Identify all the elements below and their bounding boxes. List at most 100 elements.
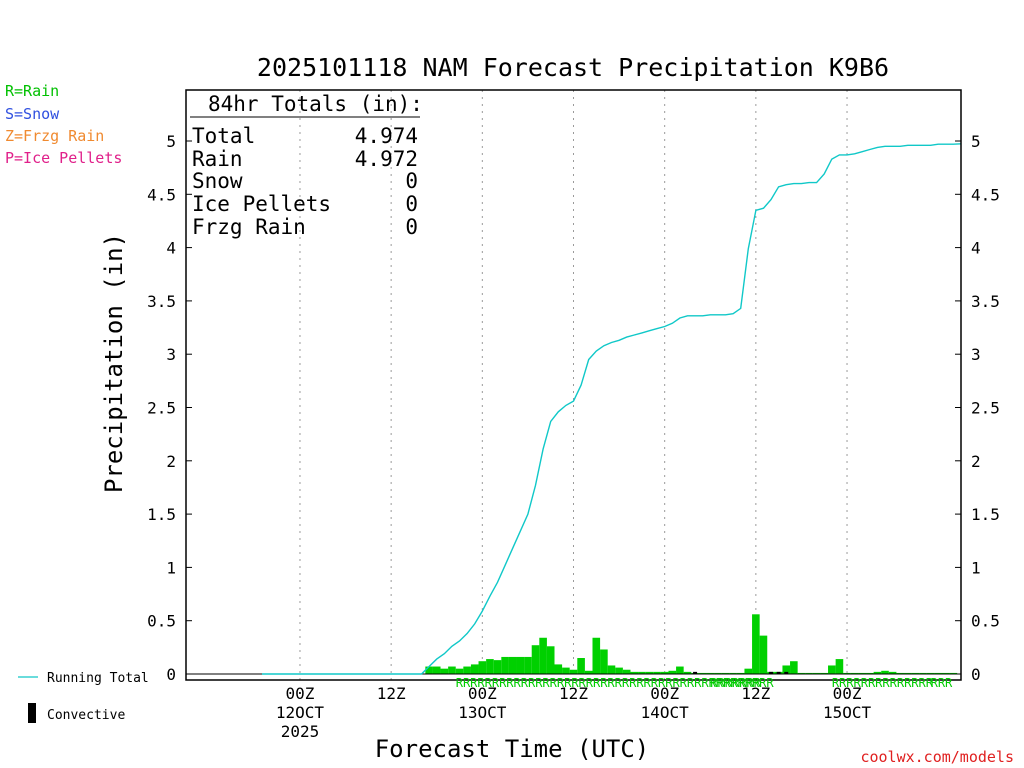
totals-total-label: Total (192, 124, 255, 148)
precip-bar (926, 672, 935, 674)
x-tick-label: 15OCT (823, 703, 872, 722)
precip-bar (600, 649, 608, 674)
credit-link[interactable]: coolwx.com/models (860, 748, 1014, 766)
precip-bar (584, 670, 593, 674)
convective-legend-label: Convective (47, 708, 125, 723)
y-tick-label-left: 2 (166, 452, 176, 471)
precip-bar (562, 667, 570, 674)
y-tick-label-right: 1 (971, 558, 981, 577)
x-tick-label: 12Z (559, 684, 588, 703)
precip-bar (676, 666, 684, 674)
convective-bar (693, 671, 698, 674)
precip-bar (486, 659, 494, 674)
precip-bar (934, 672, 943, 674)
plot-frame (185, 89, 962, 681)
precip-bar (866, 672, 874, 674)
y-tick-label-right: 1.5 (971, 505, 1000, 524)
ptype-rain-marks: RRRRRRRRRRRRRRRRRRRRRRRRRRRRRRRRRRRRRRRR… (456, 676, 775, 690)
precip-bar (858, 672, 867, 674)
precip-bar (516, 656, 525, 674)
convective-bar (784, 671, 789, 674)
totals-ice-pellets-label: Ice Pellets (192, 192, 331, 216)
precip-bar (949, 672, 958, 674)
precip-bar (790, 661, 798, 674)
precip-bar (531, 645, 540, 674)
precip-bar (493, 660, 502, 674)
running-total-line (262, 143, 962, 675)
precip-bar (873, 671, 882, 674)
chart-title: 2025101118 NAM Forecast Precipitation K9… (257, 53, 889, 82)
y-tick-label-left: 3.5 (147, 292, 176, 311)
precip-bar (524, 656, 532, 674)
precip-bar (638, 671, 646, 674)
precip-bar (478, 661, 487, 674)
precip-bar (721, 672, 730, 674)
precip-bar (630, 671, 639, 674)
precip-bar (805, 672, 813, 674)
precip-bar (470, 664, 479, 674)
y-tick-label-left: 3 (166, 345, 176, 364)
precip-bar (820, 672, 829, 674)
x-tick-label: 00Z (650, 684, 679, 703)
precip-bar (668, 670, 677, 674)
precip-bar (569, 669, 578, 674)
y-axis-ticks: 0 00.5 0.51 11.5 1.52 22.5 2.53 33.5 3.54 44.5 4.5… (147, 132, 1000, 684)
precip-bar (828, 665, 836, 674)
precip-bar (812, 672, 821, 674)
x-tick-label: 14OCT (641, 703, 690, 722)
precip-bar (752, 614, 760, 674)
y-axis-title: Precipitation (in) (100, 233, 128, 493)
x-tick-label: 12Z (377, 684, 406, 703)
precip-bar (615, 667, 623, 674)
totals-snow-value: 0 (405, 169, 418, 193)
y-tick-label-right: 4.5 (971, 185, 1000, 204)
y-tick-label-right: 0.5 (971, 612, 1000, 631)
convective-legend-swatch (28, 703, 36, 723)
precip-bar (546, 646, 555, 674)
y-tick-label-right: 4 (971, 239, 981, 258)
y-tick-label-left: 5 (166, 132, 176, 151)
y-tick-label-left: 0 (166, 665, 176, 684)
y-tick-label-left: 4 (166, 239, 176, 258)
totals-box: 84hr Totals (in): Total 4.974 Rain 4.972… (190, 92, 423, 239)
y-tick-label-left: 2.5 (147, 399, 176, 418)
precip-bar (896, 672, 905, 674)
y-tick-label-right: 2 (971, 452, 981, 471)
precip-bar (577, 658, 585, 674)
precip-bar (501, 656, 509, 674)
precip-bar (714, 672, 722, 674)
precip-bar (554, 664, 563, 674)
precip-bar (622, 669, 631, 674)
y-tick-label-left: 1 (166, 558, 176, 577)
ptype-rain-marks: RRRRRRR (710, 676, 761, 690)
precip-bar (850, 672, 859, 674)
precip-bar (843, 672, 851, 674)
precip-bar (888, 671, 897, 674)
legend-snow: S=Snow (5, 105, 60, 123)
x-tick-label: 00Z (468, 684, 497, 703)
totals-total-value: 4.974 (355, 124, 418, 148)
precip-bar (653, 671, 661, 674)
legend-freezing-rain: Z=Frzg Rain (5, 127, 104, 145)
precip-bar (448, 666, 456, 674)
precip-bar (706, 672, 715, 674)
x-tick-label: 00Z (286, 684, 315, 703)
precip-bar (698, 672, 707, 674)
precip-bar (425, 666, 433, 674)
x-tick-label: 2025 (281, 722, 320, 741)
ptype-rain-marks: RRR (931, 676, 953, 690)
precip-bar (645, 671, 654, 674)
totals-frzg-rain-value: 0 (405, 215, 418, 239)
precip-bar (607, 665, 616, 674)
x-tick-label: 00Z (833, 684, 862, 703)
precip-bar (736, 672, 745, 674)
precip-bar (539, 637, 547, 674)
totals-rain-label: Rain (192, 147, 243, 171)
precip-bar (660, 671, 669, 674)
y-tick-label-right: 3.5 (971, 292, 1000, 311)
precip-bar (942, 672, 950, 674)
precip-bar (729, 672, 737, 674)
precip-bar (782, 665, 791, 674)
